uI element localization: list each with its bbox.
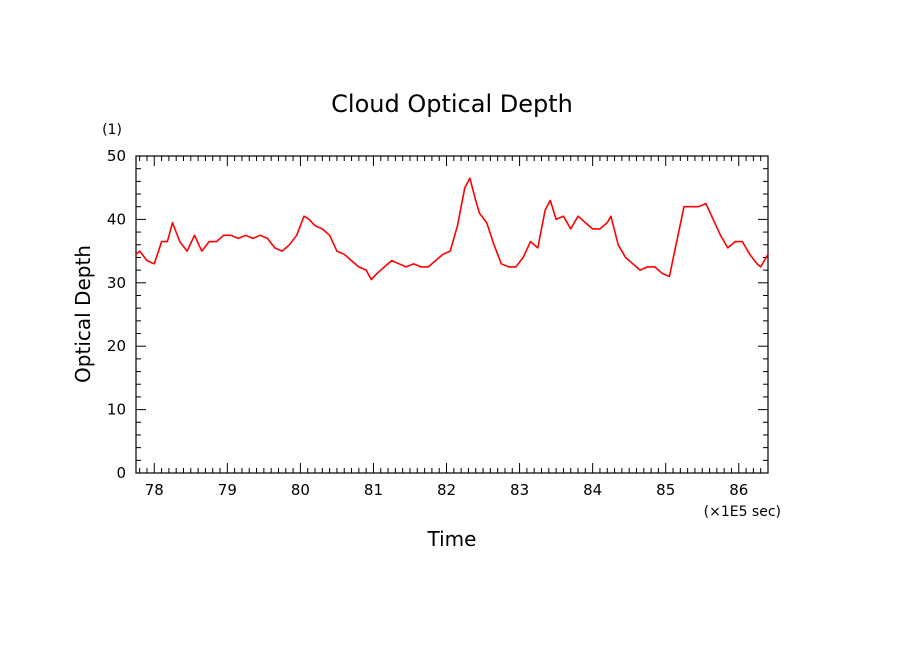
y-tick-label: 20 [107,337,126,355]
chart-title: Cloud Optical Depth [331,90,573,118]
y-tick-label: 0 [116,464,126,482]
x-tick-label: 81 [364,481,383,499]
x-tick-label: 85 [656,481,675,499]
y-tick-label: 30 [107,274,126,292]
y-axis: 0 10 20 30 40 50 [107,147,768,482]
x-tick-label: 78 [145,481,164,499]
x-tick-label: 83 [510,481,529,499]
y-axis-label: Optical Depth [71,245,95,383]
x-tick-label: 79 [218,481,237,499]
y-unit-label: (1) [102,122,122,138]
y-tick-label: 10 [107,401,126,419]
x-tick-label: 86 [729,481,748,499]
y-tick-label: 40 [107,210,126,228]
x-tick-label: 80 [291,481,310,499]
optical-depth-line [135,177,769,281]
x-axis-label: Time [427,527,477,551]
series-layer [135,177,769,281]
x-unit-label: (×1E5 sec) [704,504,781,520]
y-tick-label: 50 [107,147,126,165]
x-tick-label: 84 [583,481,602,499]
x-tick-label: 82 [437,481,456,499]
plot-frame [135,155,769,474]
x-axis: 78 79 80 81 82 83 84 85 86 [139,156,769,499]
